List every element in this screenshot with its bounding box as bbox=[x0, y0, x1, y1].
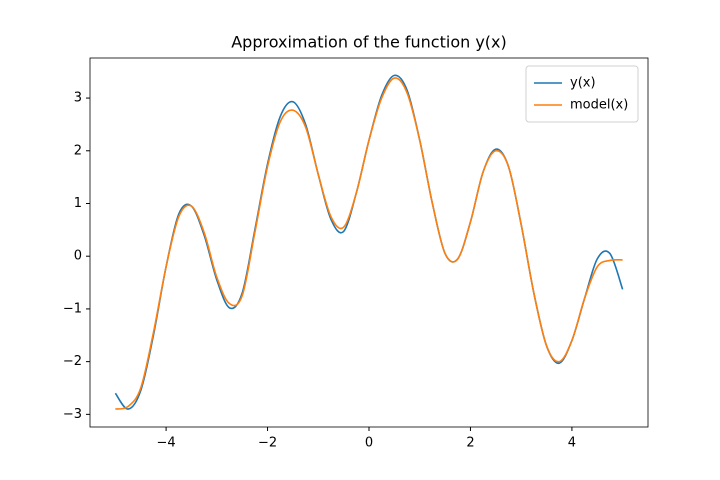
chart-title: Approximation of the function y(x) bbox=[231, 33, 507, 52]
y-tick-label: −1 bbox=[63, 301, 82, 316]
y-tick-label: −2 bbox=[63, 354, 82, 369]
plot-frame bbox=[89, 57, 649, 428]
series-line bbox=[114, 74, 624, 410]
legend-label: model(x) bbox=[570, 98, 628, 113]
x-tick-label: 2 bbox=[466, 436, 474, 451]
x-tick-label: −4 bbox=[157, 436, 176, 451]
y-tick-label: 1 bbox=[74, 196, 82, 211]
series-line bbox=[115, 77, 623, 410]
x-tick-label: 0 bbox=[365, 436, 373, 451]
y-tick-label: 0 bbox=[74, 249, 82, 264]
x-tick-label: 4 bbox=[568, 436, 576, 451]
legend-box bbox=[525, 65, 639, 123]
y-tick-label: −3 bbox=[63, 407, 82, 422]
x-tick-label: −2 bbox=[258, 436, 277, 451]
y-tick-label: 2 bbox=[74, 143, 82, 158]
legend-label: y(x) bbox=[570, 76, 596, 91]
y-tick-label: 3 bbox=[74, 91, 82, 106]
